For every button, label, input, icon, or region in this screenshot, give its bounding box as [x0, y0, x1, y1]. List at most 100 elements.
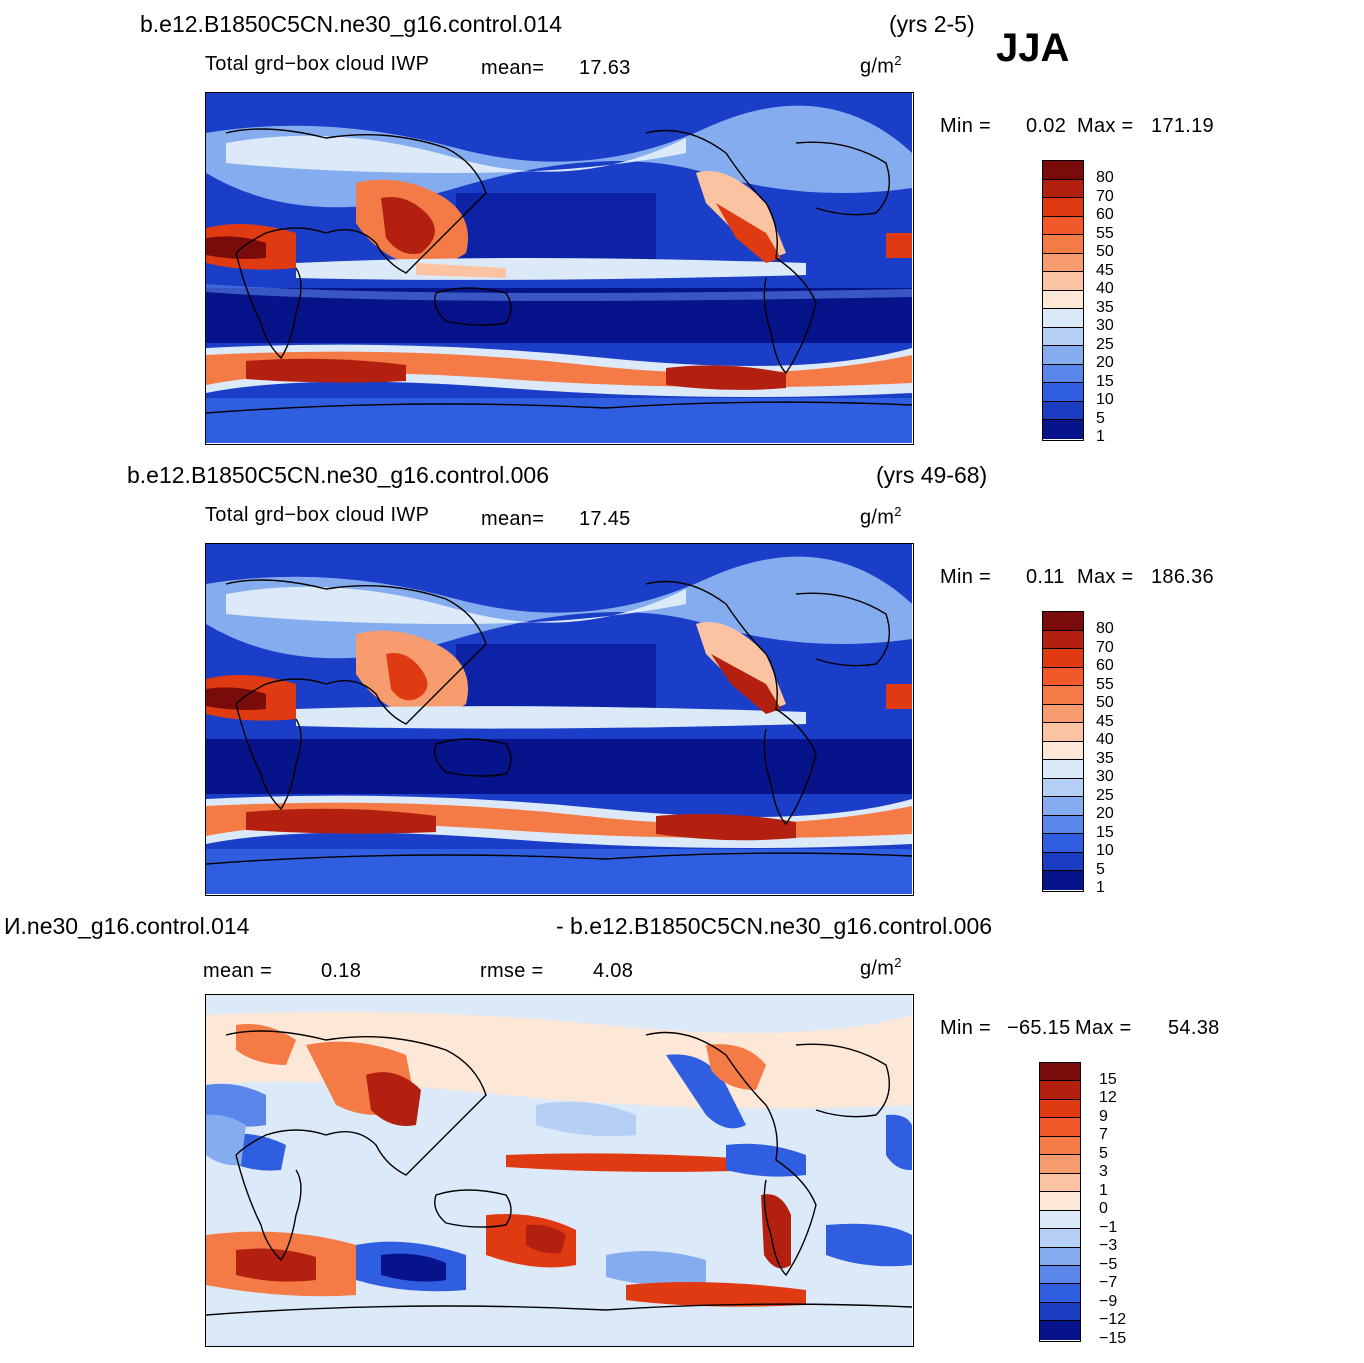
colorbar-swatch	[1043, 253, 1083, 273]
colorbar-swatch	[1043, 852, 1083, 872]
colorbar-tick-label: −7	[1099, 1274, 1118, 1292]
colorbar-swatch	[1043, 630, 1083, 650]
colorbar-tick-label: 25	[1096, 335, 1114, 353]
colorbar-tick-label: −5	[1099, 1255, 1118, 1273]
panel1-max-label: Max =	[1077, 115, 1134, 137]
colorbar-swatch	[1043, 686, 1083, 705]
panel1-map-svg	[206, 93, 912, 443]
panel3-case-title-left: И.ne30_g16.control.014	[4, 913, 250, 939]
panel2-mean-value: 17.45	[579, 508, 631, 530]
colorbar-tick-label: −9	[1099, 1292, 1118, 1310]
colorbar-swatch	[1040, 1118, 1080, 1137]
colorbar-tick-label: −12	[1099, 1311, 1127, 1329]
colorbar-swatch	[1043, 383, 1083, 402]
panel1-mean-label: mean=	[481, 57, 545, 79]
colorbar-swatch	[1043, 290, 1083, 310]
colorbar-tick-label: 55	[1096, 675, 1114, 693]
panel3-units: g/m2	[860, 955, 902, 980]
panel2-case-title: b.e12.B1850C5CN.ne30_g16.control.006	[127, 462, 549, 488]
colorbar-swatch	[1043, 327, 1083, 347]
panel2-mean-label: mean=	[481, 508, 545, 530]
panel2-map	[205, 543, 914, 896]
panel3-min-label: Min =	[940, 1017, 991, 1039]
panel3-colorbar	[1039, 1062, 1081, 1342]
panel3-min-value: −65.15	[1007, 1017, 1071, 1039]
colorbar-swatch	[1043, 401, 1083, 421]
panel3-rmse-label: rmse =	[480, 960, 544, 982]
colorbar-swatch	[1043, 797, 1083, 816]
colorbar-tick-label: 60	[1096, 206, 1114, 224]
colorbar-tick-label: −3	[1099, 1237, 1118, 1255]
panel3-max-label: Max =	[1075, 1017, 1132, 1039]
colorbar-tick-label: 70	[1096, 187, 1114, 205]
colorbar-tick-label: 40	[1096, 731, 1114, 749]
colorbar-swatch	[1043, 649, 1083, 668]
colorbar-tick-label: −15	[1099, 1329, 1127, 1347]
colorbar-swatch	[1043, 778, 1083, 798]
panel2-years: (yrs 49-68)	[876, 462, 988, 488]
panel2-max-label: Max =	[1077, 566, 1134, 588]
panel2-units: g/m2	[860, 504, 902, 529]
colorbar-swatch	[1043, 704, 1083, 724]
colorbar-tick-label: 35	[1096, 298, 1114, 316]
panel1-case-title: b.e12.B1850C5CN.ne30_g16.control.014	[140, 11, 562, 37]
colorbar-tick-label: 5	[1096, 860, 1105, 878]
colorbar-swatch	[1043, 198, 1083, 217]
colorbar-swatch	[1040, 1284, 1080, 1303]
panel3-mean-value: 0.18	[321, 960, 362, 982]
season-label: JJA	[996, 26, 1070, 70]
colorbar-tick-label: 15	[1096, 372, 1114, 390]
colorbar-swatch	[1043, 420, 1083, 439]
colorbar-tick-label: 5	[1099, 1144, 1108, 1162]
colorbar-tick-label: 12	[1099, 1089, 1117, 1107]
colorbar-tick-label: 5	[1096, 409, 1105, 427]
panel1-units: g/m2	[860, 53, 902, 78]
colorbar-swatch	[1043, 161, 1083, 180]
colorbar-tick-label: 1	[1096, 879, 1105, 897]
panel1-colorbar	[1042, 160, 1084, 441]
colorbar-tick-label: 1	[1099, 1181, 1108, 1199]
colorbar-tick-label: 7	[1099, 1126, 1108, 1144]
colorbar-tick-label: 3	[1099, 1163, 1108, 1181]
colorbar-swatch	[1040, 1210, 1080, 1230]
colorbar-swatch	[1040, 1081, 1080, 1100]
colorbar-tick-label: 45	[1096, 261, 1114, 279]
colorbar-swatch	[1043, 216, 1083, 236]
colorbar-tick-label: 50	[1096, 243, 1114, 261]
panel1-min-value: 0.02	[1026, 115, 1067, 137]
colorbar-tick-label: 30	[1096, 317, 1114, 335]
panel1-min-label: Min =	[940, 115, 991, 137]
panel1-mean-value: 17.63	[579, 57, 631, 79]
panel3-rmse-value: 4.08	[593, 960, 634, 982]
panel2-colorbar	[1042, 611, 1084, 892]
colorbar-tick-label: 40	[1096, 280, 1114, 298]
colorbar-tick-label: 60	[1096, 657, 1114, 675]
colorbar-tick-label: 30	[1096, 768, 1114, 786]
colorbar-swatch	[1040, 1099, 1080, 1119]
panel3-case-title-right: - b.e12.B1850C5CN.ne30_g16.control.006	[556, 913, 993, 939]
colorbar-tick-label: 20	[1096, 354, 1114, 372]
panel3-mean-label: mean =	[203, 960, 273, 982]
panel2-max-value: 186.36	[1151, 566, 1214, 588]
panel3-max-value: 54.38	[1168, 1017, 1220, 1039]
colorbar-swatch	[1043, 723, 1083, 742]
colorbar-swatch	[1043, 871, 1083, 890]
colorbar-swatch	[1040, 1136, 1080, 1156]
colorbar-swatch	[1043, 364, 1083, 384]
colorbar-swatch	[1043, 346, 1083, 365]
colorbar-tick-label: 80	[1096, 620, 1114, 637]
colorbar-swatch	[1043, 309, 1083, 328]
colorbar-swatch	[1043, 179, 1083, 199]
colorbar-tick-label: 25	[1096, 786, 1114, 804]
panel2-min-label: Min =	[940, 566, 991, 588]
panel1-max-value: 171.19	[1151, 115, 1214, 137]
panel2-map-svg	[206, 544, 912, 894]
colorbar-swatch	[1043, 760, 1083, 779]
colorbar-swatch	[1040, 1173, 1080, 1193]
colorbar-swatch	[1043, 815, 1083, 835]
colorbar-tick-label: 35	[1096, 749, 1114, 767]
colorbar-swatch	[1043, 834, 1083, 853]
colorbar-tick-label: 10	[1096, 842, 1114, 860]
colorbar-swatch	[1040, 1192, 1080, 1211]
colorbar-swatch	[1040, 1265, 1080, 1285]
